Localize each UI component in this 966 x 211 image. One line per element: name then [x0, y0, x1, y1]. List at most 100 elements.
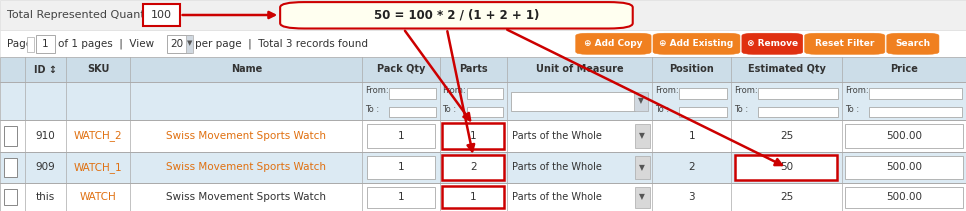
FancyBboxPatch shape: [635, 187, 650, 208]
Text: Page: Page: [7, 38, 32, 49]
Text: 909: 909: [36, 162, 55, 173]
FancyBboxPatch shape: [742, 33, 803, 54]
Text: 2: 2: [470, 162, 476, 173]
Text: 1: 1: [398, 192, 404, 202]
Text: ⊕ Add Copy: ⊕ Add Copy: [584, 39, 642, 48]
FancyBboxPatch shape: [367, 124, 435, 148]
FancyBboxPatch shape: [4, 126, 17, 146]
Text: 1: 1: [398, 131, 404, 141]
FancyBboxPatch shape: [0, 0, 966, 30]
FancyBboxPatch shape: [389, 107, 436, 117]
FancyBboxPatch shape: [4, 189, 17, 205]
Text: 1: 1: [470, 131, 476, 141]
FancyBboxPatch shape: [389, 88, 436, 99]
Text: WATCH_2: WATCH_2: [73, 131, 123, 141]
Text: Swiss Movement Sports Watch: Swiss Movement Sports Watch: [166, 162, 327, 173]
Text: To :: To :: [845, 105, 860, 114]
FancyBboxPatch shape: [635, 124, 650, 148]
FancyBboxPatch shape: [367, 156, 435, 179]
Text: ▼: ▼: [187, 41, 192, 46]
FancyBboxPatch shape: [367, 187, 435, 208]
Text: 25: 25: [781, 131, 793, 141]
Text: ⊕ Add Existing: ⊕ Add Existing: [660, 39, 733, 48]
Text: Total Represented Quantity: Total Represented Quantity: [7, 10, 158, 20]
FancyBboxPatch shape: [167, 35, 191, 53]
FancyBboxPatch shape: [467, 107, 503, 117]
Text: Search: Search: [895, 39, 930, 48]
Text: 3: 3: [689, 192, 695, 202]
Text: 500.00: 500.00: [886, 131, 923, 141]
Text: ▼: ▼: [639, 131, 645, 141]
Text: Estimated Qty: Estimated Qty: [748, 65, 826, 74]
Text: To :: To :: [655, 105, 669, 114]
FancyBboxPatch shape: [442, 186, 504, 208]
Text: From:: From:: [365, 86, 388, 95]
FancyBboxPatch shape: [845, 156, 963, 179]
FancyBboxPatch shape: [280, 2, 633, 28]
Text: 500.00: 500.00: [886, 192, 923, 202]
FancyBboxPatch shape: [186, 35, 193, 53]
Text: 25: 25: [781, 192, 793, 202]
Text: To :: To :: [442, 105, 457, 114]
Text: of 1 pages  |  View: of 1 pages | View: [58, 38, 155, 49]
Text: ▼: ▼: [639, 192, 645, 202]
FancyBboxPatch shape: [869, 107, 962, 117]
FancyBboxPatch shape: [679, 88, 727, 99]
Text: Reset Filter: Reset Filter: [815, 39, 874, 48]
FancyBboxPatch shape: [442, 123, 504, 149]
FancyBboxPatch shape: [887, 33, 939, 54]
FancyBboxPatch shape: [735, 155, 837, 180]
Text: 20: 20: [170, 38, 184, 49]
Text: this: this: [36, 192, 55, 202]
Text: 1: 1: [398, 162, 404, 173]
FancyBboxPatch shape: [805, 33, 885, 54]
Text: 1: 1: [689, 131, 695, 141]
FancyBboxPatch shape: [36, 35, 55, 53]
Text: 50: 50: [781, 162, 793, 173]
Text: per page  |  Total 3 records found: per page | Total 3 records found: [195, 38, 368, 49]
Text: To :: To :: [734, 105, 749, 114]
FancyBboxPatch shape: [143, 4, 180, 26]
Text: 2: 2: [689, 162, 695, 173]
FancyBboxPatch shape: [442, 155, 504, 180]
FancyBboxPatch shape: [653, 33, 740, 54]
FancyBboxPatch shape: [27, 37, 34, 52]
FancyBboxPatch shape: [576, 33, 651, 54]
FancyBboxPatch shape: [0, 183, 966, 211]
FancyBboxPatch shape: [869, 88, 962, 99]
FancyBboxPatch shape: [4, 158, 17, 177]
FancyBboxPatch shape: [845, 187, 963, 208]
Text: ID ↕: ID ↕: [34, 65, 57, 74]
FancyBboxPatch shape: [0, 30, 966, 57]
FancyBboxPatch shape: [467, 88, 503, 99]
Text: Swiss Movement Sports Watch: Swiss Movement Sports Watch: [166, 131, 327, 141]
Text: 50 = 100 * 2 / (1 + 2 + 1): 50 = 100 * 2 / (1 + 2 + 1): [374, 9, 539, 22]
Text: From:: From:: [845, 86, 868, 95]
Text: Parts: Parts: [459, 65, 488, 74]
Text: 910: 910: [36, 131, 55, 141]
Text: Unit of Measure: Unit of Measure: [536, 65, 623, 74]
Text: Name: Name: [231, 65, 262, 74]
Text: Price: Price: [891, 65, 918, 74]
Text: 1: 1: [43, 38, 48, 49]
Text: ▼: ▼: [638, 96, 643, 106]
FancyBboxPatch shape: [679, 107, 727, 117]
Text: Parts of the Whole: Parts of the Whole: [512, 192, 602, 202]
Text: WATCH: WATCH: [79, 192, 117, 202]
FancyBboxPatch shape: [0, 57, 966, 82]
FancyBboxPatch shape: [845, 124, 963, 148]
FancyBboxPatch shape: [0, 82, 966, 120]
Text: 1: 1: [470, 192, 476, 202]
Text: Parts of the Whole: Parts of the Whole: [512, 162, 602, 173]
Text: To :: To :: [365, 105, 380, 114]
Text: WATCH_1: WATCH_1: [73, 162, 123, 173]
Text: From:: From:: [655, 86, 678, 95]
Text: ⊗ Remove: ⊗ Remove: [747, 39, 798, 48]
Text: SKU: SKU: [87, 65, 109, 74]
FancyBboxPatch shape: [0, 120, 966, 152]
Text: 100: 100: [151, 10, 172, 20]
Text: From:: From:: [442, 86, 466, 95]
Text: Parts of the Whole: Parts of the Whole: [512, 131, 602, 141]
FancyBboxPatch shape: [758, 88, 838, 99]
FancyBboxPatch shape: [511, 92, 635, 111]
